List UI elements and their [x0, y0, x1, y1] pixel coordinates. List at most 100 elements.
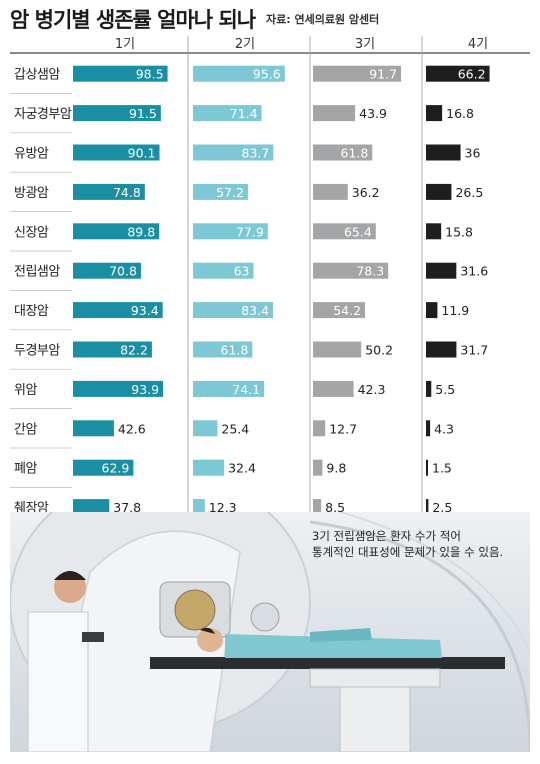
bar	[313, 183, 348, 200]
data-label: 83.4	[241, 303, 269, 318]
bar	[426, 223, 442, 240]
data-label: 66.2	[458, 67, 486, 82]
bar	[313, 499, 322, 512]
data-label: 32.4	[228, 461, 256, 476]
footnote-line-2: 통계적인 대표성에 문제가 있을 수 있음.	[312, 545, 504, 559]
bar	[426, 262, 457, 279]
category-label: 자궁경부암	[14, 107, 72, 122]
data-label: 91.5	[129, 106, 157, 121]
bar	[73, 459, 134, 476]
category-label: 대장암	[14, 304, 49, 319]
series-header-4: 4기	[468, 37, 488, 52]
series-header-1: 1기	[115, 37, 135, 52]
bar	[73, 499, 110, 512]
data-label: 90.1	[128, 146, 156, 161]
data-label: 11.9	[441, 303, 469, 318]
bar	[193, 105, 262, 122]
data-label: 50.2	[365, 343, 393, 358]
category-label: 갑상샘암	[14, 68, 60, 83]
data-label: 74.1	[232, 382, 260, 397]
bar	[426, 459, 428, 476]
data-label: 70.8	[109, 264, 137, 279]
data-label: 61.8	[340, 146, 368, 161]
data-label: 31.7	[460, 343, 488, 358]
bar	[73, 223, 160, 240]
bar	[73, 262, 141, 279]
bar	[73, 105, 161, 122]
bar	[426, 380, 432, 397]
data-label: 98.5	[136, 67, 164, 82]
data-label: 93.4	[131, 303, 159, 318]
data-label: 9.8	[326, 461, 346, 476]
bar	[193, 420, 218, 437]
bar	[193, 459, 225, 476]
bar	[73, 65, 168, 82]
data-label: 93.9	[131, 382, 159, 397]
data-label: 12.7	[329, 421, 357, 436]
bar	[426, 420, 431, 437]
category-label: 전립샘암	[14, 265, 60, 280]
bar	[313, 223, 376, 240]
radiotherapy-photo-illustration	[10, 512, 530, 752]
bar	[313, 459, 323, 476]
data-label: 63	[234, 264, 250, 279]
data-label: 25.4	[221, 421, 249, 436]
data-label: 12.3	[209, 500, 237, 512]
data-label: 77.9	[236, 224, 264, 239]
header: 암 병기별 생존률 얼마나 되나 자료: 연세의료원 암센터	[0, 0, 540, 34]
data-label: 61.8	[220, 343, 248, 358]
bar	[193, 262, 254, 279]
bar	[426, 183, 452, 200]
series-header-2: 2기	[235, 37, 255, 52]
bar	[426, 65, 490, 82]
data-label: 65.4	[344, 224, 372, 239]
footnote: 3기 전립샘암은 환자 수가 적어 통계적인 대표성에 문제가 있을 수 있음.	[312, 528, 503, 560]
bar	[193, 65, 285, 82]
category-label: 유방암	[14, 147, 49, 162]
data-label: 42.3	[358, 382, 386, 397]
category-label: 폐암	[14, 462, 37, 477]
data-label: 91.7	[369, 67, 397, 82]
bar	[313, 341, 362, 358]
category-label: 간암	[14, 422, 37, 437]
bar	[193, 144, 274, 161]
footnote-line-1: 3기 전립샘암은 환자 수가 적어	[312, 529, 461, 543]
data-label: 26.5	[455, 185, 483, 200]
bar	[313, 262, 389, 279]
bar	[426, 302, 438, 319]
data-label: 57.2	[216, 185, 244, 200]
data-label: 36.2	[352, 185, 380, 200]
data-label: 36	[465, 146, 481, 161]
data-label: 82.2	[120, 343, 148, 358]
bar	[426, 499, 429, 512]
data-label: 95.6	[253, 67, 281, 82]
category-label: 위암	[14, 383, 37, 398]
data-label: 78.3	[356, 264, 384, 279]
data-label: 54.2	[333, 303, 361, 318]
bar	[313, 302, 366, 319]
data-label: 43.9	[359, 106, 387, 121]
data-label: 2.5	[432, 500, 452, 512]
bar	[73, 380, 164, 397]
series-header-3: 3기	[355, 37, 375, 52]
bar	[193, 183, 248, 200]
data-label: 4.3	[434, 421, 454, 436]
background-photo	[10, 512, 530, 752]
data-label: 16.8	[446, 106, 474, 121]
bar	[313, 420, 326, 437]
bar	[426, 341, 457, 358]
bar	[193, 302, 274, 319]
data-label: 8.5	[325, 500, 345, 512]
bar	[73, 183, 145, 200]
bar	[73, 341, 152, 358]
category-label: 신장암	[14, 225, 49, 240]
data-label: 31.6	[460, 264, 488, 279]
source-credit: 자료: 연세의료원 암센터	[266, 13, 380, 26]
category-label: 췌장암	[14, 501, 49, 512]
bar	[313, 144, 373, 161]
bar	[313, 105, 356, 122]
bar	[193, 223, 268, 240]
bar	[426, 105, 443, 122]
bar	[73, 144, 160, 161]
